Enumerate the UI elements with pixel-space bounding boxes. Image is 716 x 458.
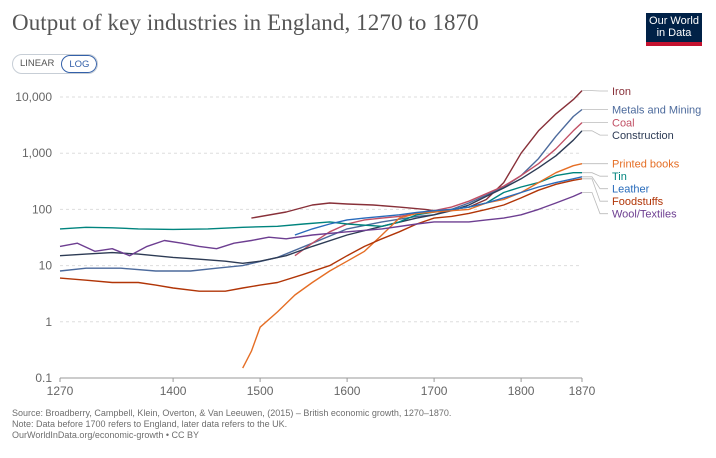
series-line-construction[interactable] [59,130,583,264]
label-connector [582,178,608,202]
series-label[interactable]: Wool/Textiles [612,209,677,221]
x-tick-label: 1800 [508,384,535,398]
label-connector [582,130,608,136]
series-line-coal[interactable] [294,122,583,257]
label-connector [582,176,608,190]
x-tick-label: 1870 [569,384,596,398]
series-label[interactable]: Tin [612,171,627,183]
y-tick-label: 1,000 [22,146,52,160]
series-label[interactable]: Construction [612,130,674,142]
owid-logo[interactable]: Our World in Data [646,13,702,46]
series-line-metals-and-mining[interactable] [59,108,583,272]
x-tick-label: 1600 [334,384,361,398]
source-note: Source: Broadberry, Campbell, Klein, Ove… [12,408,452,418]
series-label[interactable]: Printed books [612,159,680,171]
series-label[interactable]: Leather [612,184,650,196]
data-note: Note: Data before 1700 refers to England… [12,419,288,429]
scale-toggle[interactable]: LINEAR LOG [12,54,99,74]
series-line-wool-textiles[interactable] [59,191,583,257]
series-line-tin[interactable] [59,172,582,231]
footer-link[interactable]: OurWorldInData.org/economic-growth • CC … [12,430,200,440]
linear-scale-button[interactable]: LINEAR [20,58,55,69]
logo-accent-bar [646,42,702,46]
series-lines [59,90,583,369]
log-scale-button[interactable]: LOG [61,55,98,73]
series-line-foodstuffs[interactable] [59,178,583,292]
series-label[interactable]: Iron [612,86,631,98]
y-tick-label: 10,000 [15,90,52,104]
chart-footer: Source: Broadberry, Campbell, Klein, Ove… [12,408,451,441]
x-tick-label: 1500 [247,384,274,398]
x-tick-label: 1270 [47,384,74,398]
x-tick-label: 1700 [421,384,448,398]
y-axis-ticks: 0.1 1 10 100 1,000 10,000 [15,90,52,385]
y-tick-label: 10 [39,259,53,273]
series-line-printed-books[interactable] [242,163,583,369]
series-label[interactable]: Coal [612,118,635,130]
series-label[interactable]: Metals and Mining [612,105,701,117]
y-tick-label: 0.1 [35,371,52,385]
label-connector [582,172,608,177]
label-connector [582,192,608,215]
y-tick-label: 100 [32,202,52,216]
series-line-iron[interactable] [251,90,583,219]
y-tick-label: 1 [45,315,52,329]
series-line-leather[interactable] [294,176,583,236]
logo-line-1: Our World [649,15,699,27]
x-axis-ticks: 1270 1400 1500 1600 1700 1800 1870 [47,377,596,398]
logo-line-2: in Data [656,27,692,39]
chart-title: Output of key industries in England, 127… [12,10,479,35]
x-tick-label: 1400 [160,384,187,398]
series-label[interactable]: Foodstuffs [612,196,664,208]
